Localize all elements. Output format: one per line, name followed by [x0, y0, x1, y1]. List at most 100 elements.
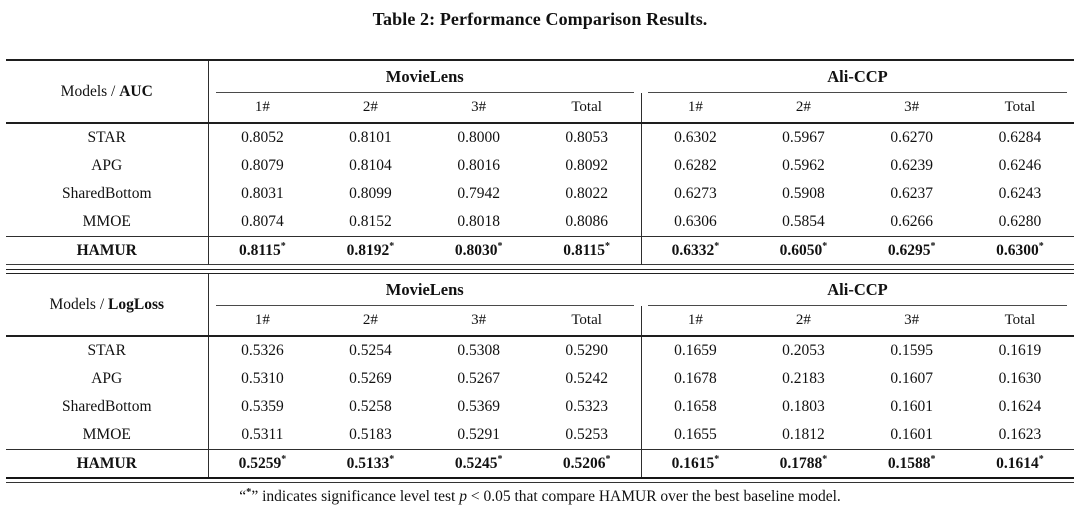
subcol-header: 2# — [749, 306, 858, 337]
value-cell: 0.5269 — [349, 370, 392, 387]
model-name: APG — [6, 365, 209, 393]
value-cell: 0.5245* — [424, 449, 533, 478]
table-row: MMOE 0.5311 0.5183 0.5291 0.5253 0.1655 … — [6, 421, 1074, 450]
value-cell: 0.5310 — [241, 370, 284, 387]
value-cell: 0.5133* — [316, 449, 425, 478]
value-cell: 0.1607 — [890, 370, 933, 387]
value-cell: 0.6270 — [890, 129, 933, 146]
model-name: STAR — [6, 336, 209, 365]
quote-open: “ — [239, 487, 247, 505]
value-cell: 0.8115* — [208, 236, 317, 265]
value-cell: 0.5267 — [457, 370, 500, 387]
value-cell: 0.5369 — [457, 398, 500, 415]
subcol-header: 3# — [857, 306, 966, 337]
value-cell: 0.5253 — [565, 426, 608, 443]
significance-star: * — [1038, 240, 1044, 252]
logloss-header-row-splits: 1# 2# 3# Total 1# 2# 3# Total — [6, 306, 1074, 337]
value-cell: 0.8022 — [565, 185, 608, 202]
bottom-rule-echo — [6, 481, 1074, 483]
value-cell: 0.1614* — [965, 449, 1074, 478]
footnote-text: < 0.05 that compare HAMUR over the best … — [467, 487, 841, 505]
tables-container: Models / AUC MovieLens Ali-CCP 1# 2# 3# … — [6, 59, 1074, 483]
significance-star: * — [822, 240, 828, 252]
value-cell: 0.6280 — [998, 213, 1042, 230]
value-cell: 0.8101 — [349, 129, 392, 146]
table-row: APG 0.8079 0.8104 0.8016 0.8092 0.6282 0… — [6, 152, 1074, 180]
significance-star: * — [822, 453, 828, 465]
value-cell: 0.5326 — [241, 342, 284, 359]
significance-star: * — [930, 453, 936, 465]
significance-star: * — [497, 453, 503, 465]
value-cell: 0.5242 — [565, 370, 608, 387]
metric-label: AUC — [119, 82, 153, 100]
value-cell: 0.6237 — [890, 185, 933, 202]
subcol-header: 2# — [749, 93, 858, 124]
dataset-header-movielens: MovieLens — [208, 60, 641, 93]
value-cell: 0.8030* — [424, 236, 533, 265]
model-name: MMOE — [6, 421, 209, 450]
table-row: STAR 0.5326 0.5254 0.5308 0.5290 0.1659 … — [6, 336, 1074, 365]
value-cell: 0.8016 — [457, 157, 500, 174]
models-prefix-label: Models / — [49, 295, 109, 313]
value-cell: 0.5183 — [349, 426, 392, 443]
significance-star: * — [246, 486, 252, 498]
logloss-table: Models / LogLoss MovieLens Ali-CCP 1# 2#… — [6, 274, 1074, 479]
value-cell: 0.6284 — [998, 129, 1042, 146]
value-cell: 0.8079 — [241, 157, 284, 174]
auc-table: Models / AUC MovieLens Ali-CCP 1# 2# 3# … — [6, 59, 1074, 265]
value-cell: 0.5259* — [208, 449, 317, 478]
value-cell: 0.5206* — [532, 449, 641, 478]
value-cell: 0.6306 — [640, 208, 750, 237]
value-cell: 0.6300* — [965, 236, 1074, 265]
model-name: SharedBottom — [6, 180, 209, 208]
value-cell: 0.5908 — [782, 185, 825, 202]
value-cell: 0.1595 — [890, 342, 933, 359]
value-cell: 0.1678 — [640, 365, 750, 393]
subcol-header: 3# — [424, 306, 533, 337]
value-cell: 0.8152 — [349, 213, 392, 230]
value-cell: 0.1624 — [998, 398, 1042, 415]
value-cell: 0.1601 — [890, 426, 933, 443]
subcol-header: Total — [965, 93, 1074, 124]
value-cell: 0.8192* — [316, 236, 425, 265]
value-cell: 0.1588* — [857, 449, 966, 478]
value-cell: 0.5254 — [349, 342, 392, 359]
table-row-hamur: HAMUR 0.5259* 0.5133* 0.5245* 0.5206* 0.… — [6, 449, 1074, 478]
value-cell: 0.2183 — [782, 370, 825, 387]
auc-header-row-splits: 1# 2# 3# Total 1# 2# 3# Total — [6, 93, 1074, 124]
value-cell: 0.8018 — [457, 213, 500, 230]
footnote: “*” indicates significance level test p … — [0, 487, 1080, 506]
p-symbol: p — [459, 487, 467, 505]
value-cell: 0.8074 — [241, 213, 284, 230]
dataset-header-aliccp: Ali-CCP — [641, 274, 1074, 306]
significance-star: * — [389, 240, 395, 252]
value-cell: 0.6239 — [890, 157, 933, 174]
value-cell: 0.6050* — [749, 236, 858, 265]
dataset-header-aliccp: Ali-CCP — [641, 60, 1074, 93]
table-row-hamur: HAMUR 0.8115* 0.8192* 0.8030* 0.8115* 0.… — [6, 236, 1074, 265]
value-cell: 0.5323 — [565, 398, 608, 415]
value-cell: 0.6246 — [998, 157, 1042, 174]
value-cell: 0.6273 — [640, 180, 750, 208]
value-cell: 0.8092 — [565, 157, 608, 174]
subcol-header: 2# — [316, 93, 425, 124]
value-cell: 0.5258 — [349, 398, 392, 415]
significance-star: * — [714, 453, 720, 465]
auc-header-row-datasets: Models / AUC MovieLens Ali-CCP — [6, 60, 1074, 124]
value-cell: 0.1812 — [782, 426, 825, 443]
auc-metric-header: Models / AUC — [6, 60, 209, 124]
value-cell: 0.6302 — [640, 123, 750, 152]
value-cell: 0.1655 — [640, 421, 750, 450]
value-cell: 0.8104 — [349, 157, 392, 174]
significance-star: * — [281, 453, 287, 465]
value-cell: 0.1615* — [640, 449, 750, 478]
significance-star: * — [280, 240, 286, 252]
value-cell: 0.5854 — [782, 213, 825, 230]
value-cell: 0.6243 — [998, 185, 1042, 202]
value-cell: 0.8000 — [457, 129, 500, 146]
subcol-header: Total — [532, 93, 641, 124]
logloss-header-row-datasets: Models / LogLoss MovieLens Ali-CCP — [6, 274, 1074, 337]
subcol-header: 1# — [208, 93, 317, 124]
value-cell: 0.1803 — [782, 398, 825, 415]
value-cell: 0.1788* — [749, 449, 858, 478]
